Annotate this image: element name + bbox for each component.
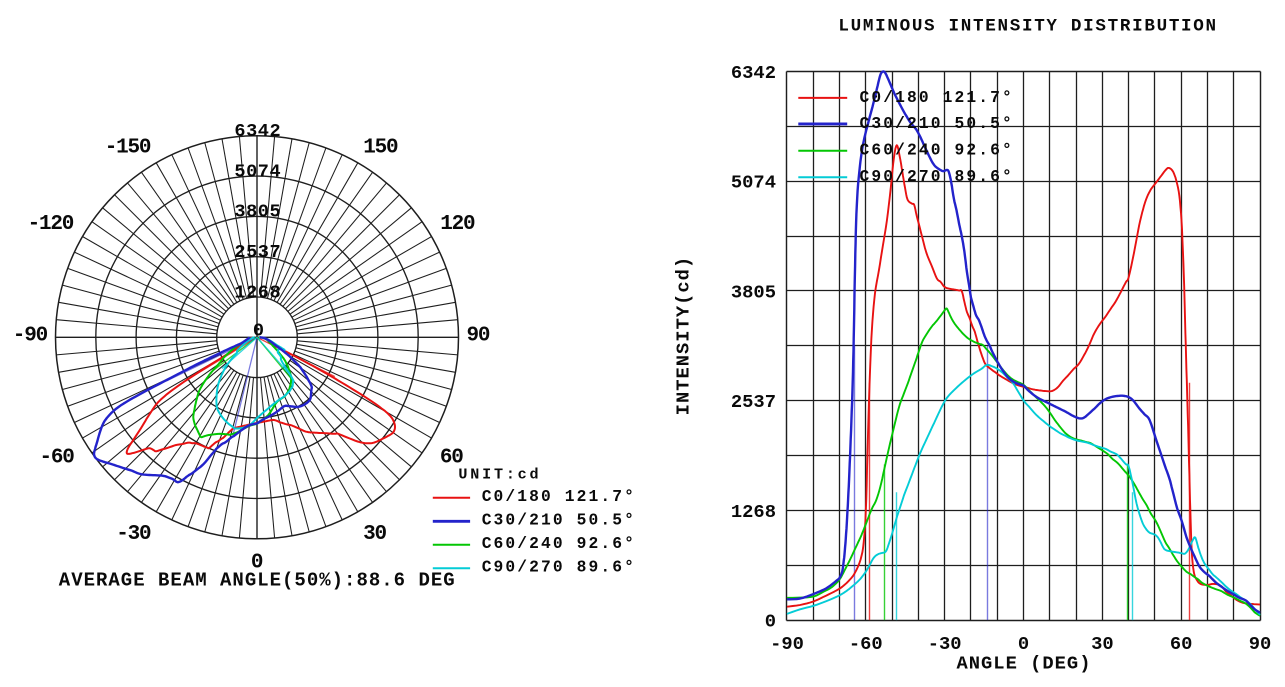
- svg-text:150: 150: [363, 137, 398, 160]
- svg-text:C90/270 89.6°: C90/270 89.6°: [860, 167, 1014, 186]
- svg-text:C60/240 92.6°: C60/240 92.6°: [860, 141, 1014, 160]
- svg-text:90: 90: [467, 325, 490, 348]
- svg-text:30: 30: [363, 523, 386, 546]
- svg-text:2537: 2537: [731, 391, 776, 413]
- svg-text:30: 30: [1091, 633, 1114, 655]
- svg-text:6342: 6342: [731, 62, 776, 84]
- svg-text:C0/180 121.7°: C0/180 121.7°: [860, 88, 1014, 107]
- svg-text:6342: 6342: [234, 121, 281, 142]
- svg-text:INTENSITY(cd): INTENSITY(cd): [673, 256, 695, 416]
- svg-text:-150: -150: [105, 137, 151, 160]
- svg-text:3805: 3805: [731, 281, 776, 303]
- svg-text:-90: -90: [770, 633, 804, 655]
- svg-text:5074: 5074: [731, 172, 776, 194]
- svg-text:2537: 2537: [234, 242, 281, 263]
- svg-text:5074: 5074: [234, 161, 281, 182]
- svg-text:-60: -60: [849, 633, 883, 655]
- svg-text:-30: -30: [928, 633, 962, 655]
- svg-text:-30: -30: [116, 523, 151, 546]
- svg-text:60: 60: [440, 446, 463, 469]
- svg-text:C0/180 121.7°: C0/180 121.7°: [482, 487, 636, 506]
- svg-text:90: 90: [1249, 633, 1272, 655]
- svg-text:0: 0: [1018, 633, 1029, 655]
- svg-text:C30/210 50.5°: C30/210 50.5°: [482, 511, 636, 530]
- svg-text:UNIT:cd: UNIT:cd: [458, 465, 541, 483]
- svg-text:0: 0: [765, 611, 776, 633]
- svg-text:LUMINOUS INTENSITY DISTRIBUTIO: LUMINOUS INTENSITY DISTRIBUTION: [838, 17, 1217, 37]
- svg-text:C90/270 89.6°: C90/270 89.6°: [482, 558, 636, 577]
- svg-text:120: 120: [440, 213, 475, 236]
- svg-text:3805: 3805: [234, 202, 281, 223]
- svg-text:1268: 1268: [731, 501, 776, 523]
- svg-text:ANGLE (DEG): ANGLE (DEG): [957, 653, 1092, 675]
- svg-text:-90: -90: [13, 325, 48, 348]
- svg-text:0: 0: [253, 321, 265, 342]
- svg-text:-60: -60: [40, 446, 75, 469]
- svg-text:1268: 1268: [234, 282, 281, 303]
- svg-text:-120: -120: [28, 213, 74, 236]
- svg-text:AVERAGE BEAM ANGLE(50%):88.6 D: AVERAGE BEAM ANGLE(50%):88.6 DEG: [59, 570, 456, 592]
- svg-text:60: 60: [1170, 633, 1193, 655]
- svg-text:C30/210 50.5°: C30/210 50.5°: [860, 114, 1014, 133]
- svg-text:0: 0: [251, 552, 263, 575]
- svg-text:C60/240 92.6°: C60/240 92.6°: [482, 534, 636, 553]
